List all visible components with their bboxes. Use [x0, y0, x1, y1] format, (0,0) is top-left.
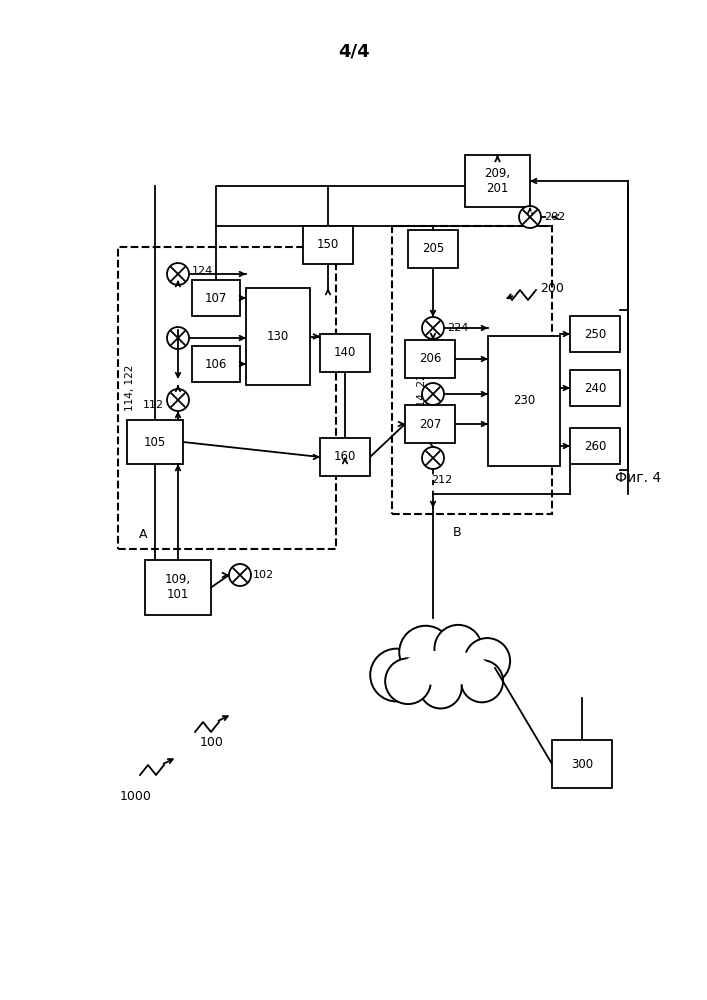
Text: 100: 100: [200, 736, 224, 749]
Text: 207: 207: [419, 418, 441, 430]
Text: 230: 230: [513, 394, 535, 408]
Circle shape: [464, 638, 510, 684]
Bar: [570, 370, 620, 406]
Bar: [192, 280, 240, 316]
Text: 107: 107: [205, 292, 227, 304]
Text: 112: 112: [143, 400, 164, 410]
Circle shape: [519, 206, 541, 228]
Text: 4/4: 4/4: [338, 43, 370, 61]
Text: 205: 205: [422, 242, 444, 255]
Text: 130: 130: [267, 330, 289, 343]
Circle shape: [167, 263, 189, 285]
Circle shape: [422, 447, 444, 469]
Ellipse shape: [401, 650, 489, 686]
Bar: [570, 428, 620, 464]
Circle shape: [419, 666, 462, 708]
Bar: [405, 405, 455, 443]
Bar: [246, 288, 310, 385]
Bar: [552, 740, 612, 788]
Text: 106: 106: [205, 358, 227, 370]
Bar: [192, 346, 240, 382]
Text: 102: 102: [253, 570, 274, 580]
Bar: [320, 334, 370, 372]
Bar: [127, 420, 183, 464]
Text: 209,
201: 209, 201: [484, 167, 510, 195]
Circle shape: [422, 383, 444, 405]
Bar: [392, 226, 552, 514]
Circle shape: [370, 649, 423, 701]
Text: 214, 222: 214, 222: [417, 367, 427, 413]
Bar: [408, 230, 458, 268]
Text: 240: 240: [584, 381, 606, 394]
Circle shape: [385, 658, 431, 704]
Text: 206: 206: [419, 353, 441, 365]
Text: 212: 212: [431, 475, 452, 485]
Bar: [320, 438, 370, 476]
Text: 202: 202: [544, 212, 566, 222]
Text: 200: 200: [540, 282, 564, 294]
Bar: [488, 336, 560, 466]
Text: Фиг. 4: Фиг. 4: [615, 471, 661, 485]
Bar: [570, 316, 620, 352]
Text: 1000: 1000: [120, 790, 152, 803]
Text: 140: 140: [334, 347, 356, 360]
Text: B: B: [452, 526, 461, 539]
Text: 124: 124: [192, 266, 214, 276]
Bar: [145, 560, 211, 615]
Circle shape: [461, 660, 503, 702]
Text: 150: 150: [317, 238, 339, 251]
Circle shape: [422, 317, 444, 339]
Bar: [465, 155, 530, 207]
Text: 114, 122: 114, 122: [125, 365, 135, 411]
Circle shape: [167, 327, 189, 349]
Text: 109,
101: 109, 101: [165, 574, 191, 601]
Circle shape: [229, 564, 251, 586]
Circle shape: [434, 625, 482, 672]
Text: 105: 105: [144, 436, 166, 448]
Circle shape: [167, 389, 189, 411]
Circle shape: [399, 626, 452, 679]
Text: 250: 250: [584, 328, 606, 340]
Bar: [118, 247, 336, 549]
Text: 260: 260: [584, 440, 606, 452]
Text: 160: 160: [334, 450, 356, 464]
Bar: [303, 226, 353, 264]
Text: 300: 300: [571, 758, 593, 770]
Text: A: A: [139, 528, 147, 541]
Bar: [405, 340, 455, 378]
Text: 224: 224: [447, 323, 468, 333]
